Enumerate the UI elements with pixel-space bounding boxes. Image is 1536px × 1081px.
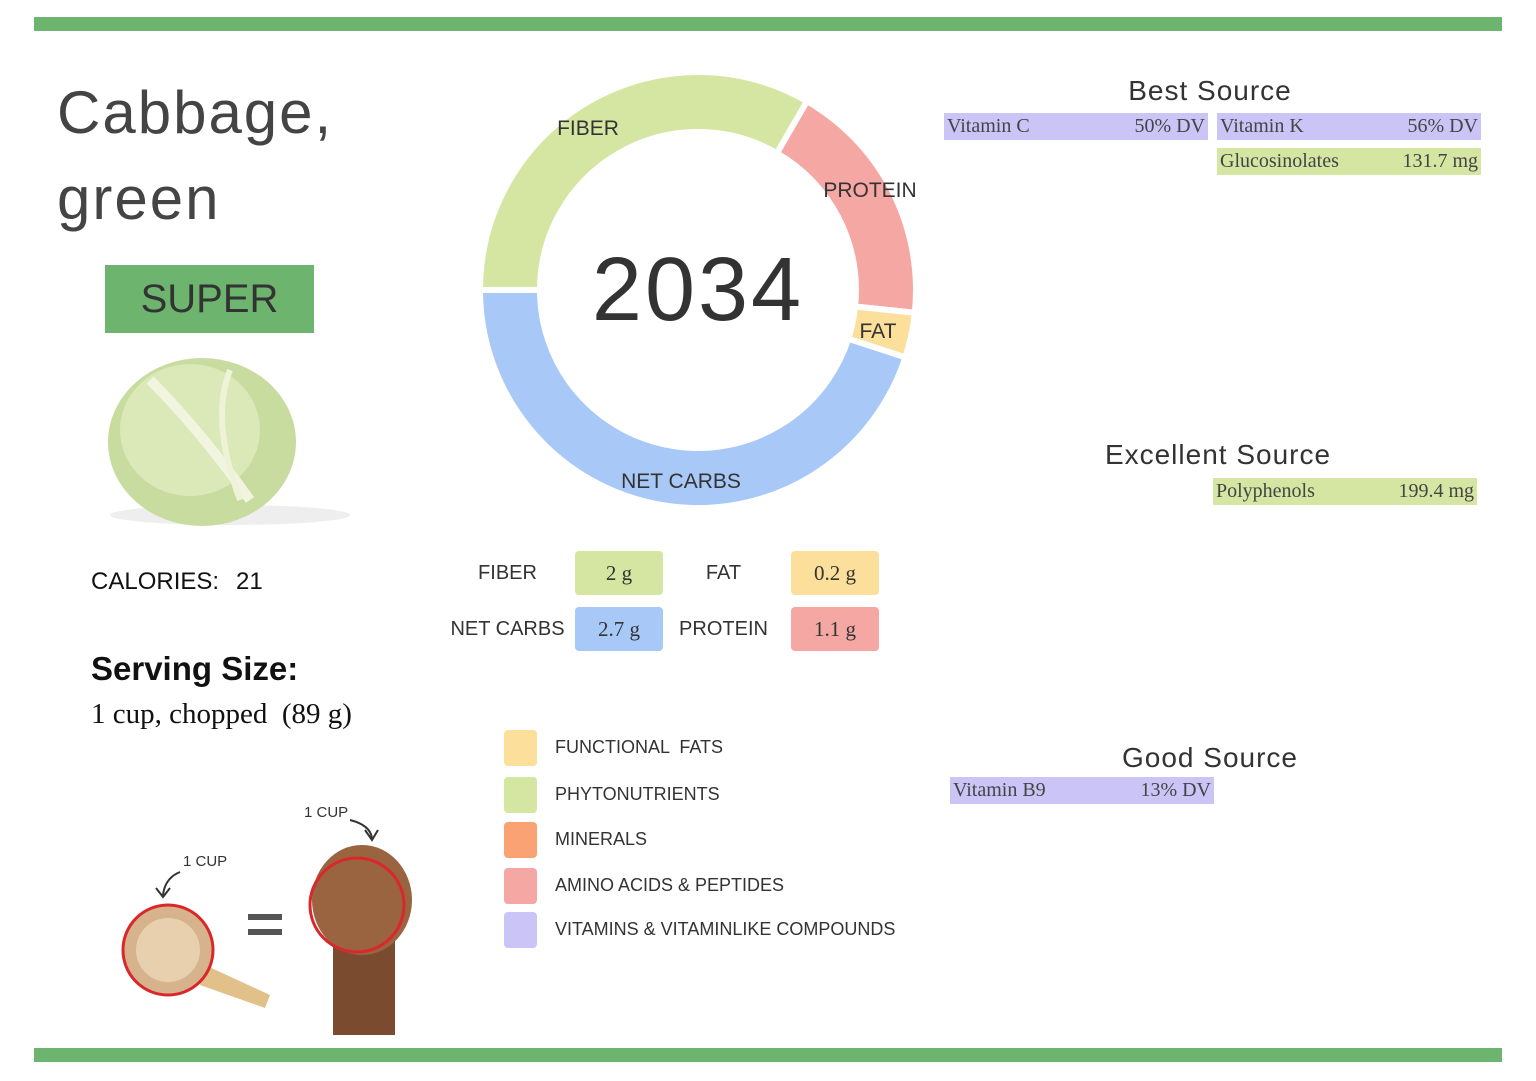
- macro-amount: 1.1 g: [791, 607, 879, 651]
- donut-label: PROTEIN: [823, 179, 917, 202]
- legend-label: VITAMINS & VITAMINLIKE COMPOUNDS: [555, 919, 896, 939]
- legend-swatch: [504, 730, 537, 766]
- bottom-bar: [34, 1048, 1502, 1062]
- source-bar: [1213, 478, 1477, 505]
- legend-swatch: [504, 777, 537, 813]
- source-bar: [950, 777, 1214, 804]
- title: Cabbage, green: [57, 79, 334, 232]
- macro-name: PROTEIN: [679, 618, 768, 640]
- macro-amount: 0.2 g: [791, 551, 879, 595]
- top-bar: [34, 17, 1502, 31]
- macro-name: FAT: [705, 562, 742, 584]
- nutrient-name: Vitamin B9: [953, 779, 1046, 801]
- nutrient-amount: 131.7 mg: [1402, 150, 1478, 172]
- cup-label: 1 CUP: [183, 853, 228, 870]
- source-heading: Best Source: [1128, 75, 1292, 106]
- cup-illustration: [121, 871, 282, 1008]
- macro-name: FIBER: [478, 562, 537, 584]
- nutrient-name: Vitamin C: [947, 115, 1030, 137]
- score: 2034: [591, 240, 805, 340]
- donut-label: FAT: [859, 320, 897, 343]
- cabbage-image: [108, 358, 350, 526]
- nutrient-name: Glucosinolates: [1220, 150, 1339, 172]
- macro-amount: 2 g: [575, 551, 663, 595]
- legend-swatch: [504, 912, 537, 948]
- nutrient-name: Polyphenols: [1216, 480, 1315, 502]
- source-heading: Excellent Source: [1104, 439, 1332, 470]
- fist-illustration: [308, 819, 412, 1035]
- macro-amount: 2.7 g: [575, 607, 663, 651]
- source-heading: Good Source: [1122, 742, 1298, 773]
- serving-amount: 1 cup, chopped (89 g): [91, 698, 352, 730]
- donut-segment: [476, 287, 910, 511]
- legend-label: FUNCTIONAL FATS: [555, 737, 724, 757]
- nutrient-amount: 199.4 mg: [1398, 480, 1474, 502]
- legend-swatch: [504, 822, 537, 858]
- donut-label: FIBER: [557, 117, 619, 140]
- badge-box: [105, 265, 314, 333]
- source-bar: [1217, 113, 1481, 140]
- source-bar: [944, 113, 1208, 140]
- fist-label: 1 CUP: [304, 804, 349, 821]
- donut-label: NET CARBS: [621, 470, 741, 493]
- calories-label: CALORIES:: [91, 568, 220, 595]
- nutrient-amount: 56% DV: [1407, 115, 1478, 137]
- serving-heading: Serving Size:: [91, 650, 299, 687]
- macro-name: NET CARBS: [450, 618, 565, 640]
- nutrient-name: Vitamin K: [1220, 115, 1304, 137]
- calories-value: 21: [236, 568, 263, 595]
- legend-label: PHYTONUTRIENTS: [555, 784, 720, 804]
- badge: SUPER: [140, 277, 279, 321]
- nutrient-amount: 13% DV: [1140, 779, 1211, 801]
- legend-swatch: [504, 868, 537, 904]
- legend-label: AMINO ACIDS & PEPTIDES: [555, 875, 785, 895]
- source-bar: [1217, 148, 1481, 175]
- nutrient-amount: 50% DV: [1134, 115, 1205, 137]
- donut-segment: [476, 69, 812, 293]
- legend-label: MINERALS: [555, 829, 648, 849]
